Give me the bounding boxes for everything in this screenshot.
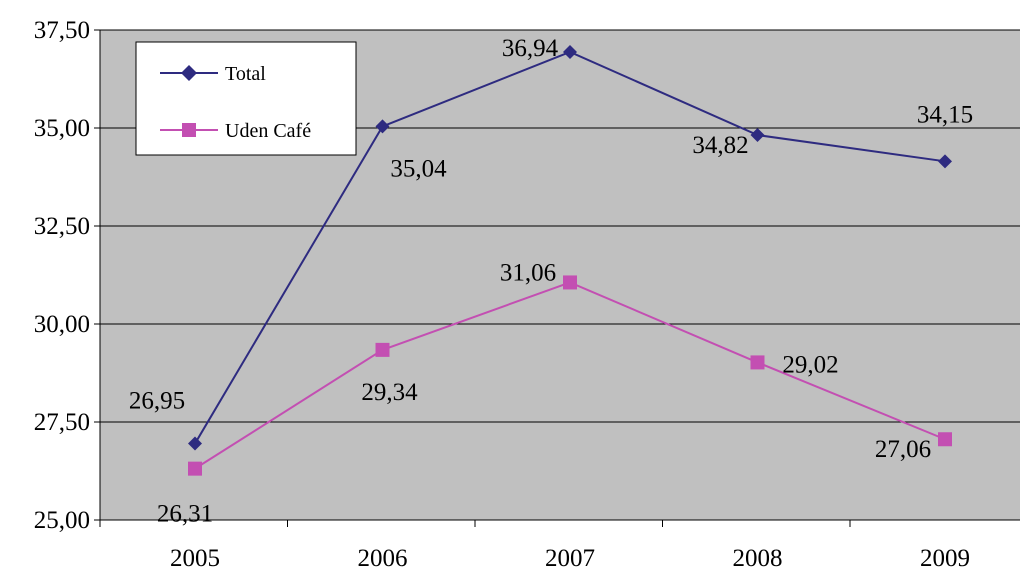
x-tick-label: 2007 (545, 545, 595, 572)
data-point-marker (750, 355, 765, 370)
legend: Total Uden Café (135, 41, 357, 156)
data-label: 34,15 (917, 101, 973, 128)
data-label: 31,06 (500, 259, 556, 286)
data-point-marker (750, 128, 765, 143)
y-tick-label: 25,00 (34, 507, 90, 534)
x-tick-label: 2005 (170, 545, 220, 572)
y-tick-label: 37,50 (34, 17, 90, 44)
data-point-marker (938, 154, 952, 169)
data-point-marker (188, 461, 202, 476)
legend-label-uden-cafe: Uden Café (225, 120, 311, 142)
x-tick-label: 2008 (733, 545, 783, 572)
data-label: 26,31 (157, 501, 213, 528)
x-tick-label: 2006 (358, 545, 408, 572)
x-tick-label: 2009 (920, 545, 970, 572)
axes (99, 30, 1020, 521)
data-label: 29,34 (361, 379, 418, 406)
data-point-marker (938, 432, 952, 447)
data-label: 27,06 (875, 436, 931, 463)
y-axis-ticks: 25,00 27,50 30,00 32,50 35,00 37,50 (34, 17, 100, 534)
legend-box (135, 41, 357, 156)
data-point-marker (563, 44, 577, 59)
x-axis-ticks: 2005 2006 2007 2008 2009 (99, 520, 970, 572)
data-labels: 26,95 35,04 36,94 34,82 34,15 26,31 29,34 31,06… (129, 35, 973, 528)
data-label: 35,04 (390, 155, 447, 182)
y-tick-label: 32,50 (34, 213, 90, 240)
y-tick-label: 35,00 (34, 115, 90, 142)
legend-marker-uden-cafe (182, 123, 196, 137)
series-markers (188, 44, 952, 476)
data-point-marker (188, 436, 202, 451)
y-tick-label: 27,50 (34, 409, 90, 436)
legend-label-total: Total (225, 63, 266, 85)
data-label: 36,94 (502, 35, 559, 62)
y-tick-label: 30,00 (34, 311, 90, 338)
data-label: 34,82 (692, 132, 748, 159)
data-point-marker (563, 275, 577, 290)
data-label: 29,02 (782, 351, 838, 378)
legend-marker-total (181, 65, 197, 81)
data-point-marker (375, 342, 390, 357)
data-label: 26,95 (129, 388, 185, 415)
data-point-marker (375, 119, 390, 134)
